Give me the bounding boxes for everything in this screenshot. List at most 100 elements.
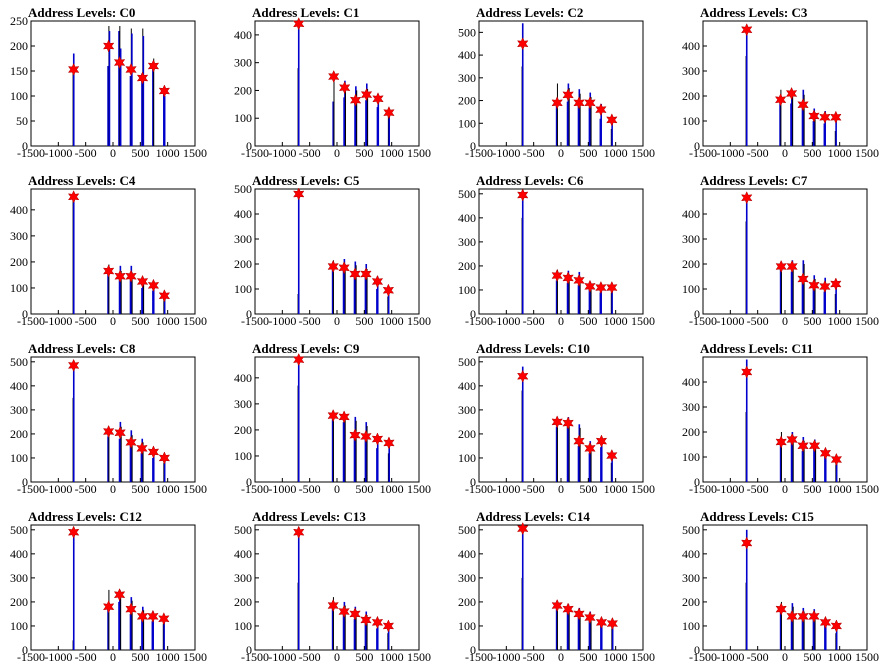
x-tick-label: -500 — [523, 650, 545, 664]
chart-svg: -1500 -1000 -500 0 500 1000 1500 0 100 200 300 400 — [682, 188, 879, 328]
y-tick-label: 300 — [458, 71, 476, 85]
star-marker — [797, 609, 809, 623]
bar — [119, 26, 121, 146]
plot-frame — [702, 524, 868, 651]
bar — [387, 289, 390, 314]
bar — [297, 527, 300, 650]
y-tick-label: 300 — [458, 403, 476, 417]
bar — [589, 92, 592, 146]
x-tick-label: 1500 — [183, 146, 207, 160]
bar — [152, 63, 154, 146]
star-marker — [158, 84, 171, 98]
star-marker — [595, 103, 607, 117]
chart-svg: -1500 -1000 -500 0 500 1000 1500 0 100 200 300 400 5… — [234, 182, 431, 328]
chart-title: Address Levels: C15 — [700, 509, 814, 524]
bar — [331, 266, 334, 314]
bar — [611, 118, 613, 146]
y-tick-label: 100 — [234, 282, 252, 296]
star-marker — [606, 448, 618, 463]
plot-frame — [478, 20, 644, 147]
y-tick-label: 400 — [10, 547, 28, 561]
bar — [577, 285, 580, 314]
star-marker — [775, 259, 787, 274]
x-tick-label: -500 — [299, 482, 321, 496]
bar — [365, 611, 368, 650]
y-tick-label: 500 — [682, 523, 700, 537]
chart-title: Address Levels: C10 — [476, 341, 590, 356]
y-tick-label: 100 — [458, 619, 476, 633]
star-marker — [349, 607, 361, 621]
bar — [366, 426, 368, 482]
x-tick-label: 500 — [131, 650, 149, 664]
bar — [344, 264, 346, 314]
bar — [377, 96, 380, 146]
bar — [813, 609, 816, 650]
bar — [779, 607, 782, 650]
x-tick-label: 1500 — [183, 482, 207, 496]
bar — [332, 414, 334, 482]
chart-title: Address Levels: C3 — [700, 5, 808, 20]
star-marker — [819, 615, 832, 629]
bar — [118, 274, 121, 314]
x-tick-label: -1000 — [268, 146, 296, 160]
x-tick-label: -500 — [523, 314, 545, 328]
bar — [143, 281, 145, 314]
bar — [813, 449, 815, 482]
x-tick-label: -1000 — [44, 146, 72, 160]
bar — [801, 108, 804, 146]
x-tick-label: 1500 — [407, 482, 431, 496]
bar — [791, 603, 794, 650]
x-tick-label: 500 — [131, 482, 149, 496]
bar — [163, 96, 166, 146]
star-marker — [786, 609, 798, 623]
x-tick-label: -500 — [299, 314, 321, 328]
chart-svg: -1500 -1000 -500 0 500 1000 1500 0 100 200 300 400 — [682, 356, 879, 496]
x-tick-label: -1000 — [492, 482, 520, 496]
y-tick-label: 300 — [682, 571, 700, 585]
x-tick-label: 1000 — [828, 146, 852, 160]
x-tick-label: 1000 — [604, 482, 628, 496]
star-marker — [67, 525, 80, 539]
x-tick-label: 1000 — [156, 482, 180, 496]
star-marker — [158, 289, 171, 303]
y-tick-label: 200 — [234, 83, 252, 97]
y-tick-label: 500 — [10, 355, 28, 369]
star-marker — [293, 187, 305, 201]
x-tick-label: 1000 — [604, 314, 628, 328]
bar — [343, 259, 346, 314]
bar — [599, 292, 602, 314]
x-tick-label: 0 — [110, 146, 116, 160]
y-tick-label: 100 — [234, 111, 252, 125]
bar — [387, 453, 389, 482]
star-marker — [584, 279, 596, 293]
x-tick-label: 1500 — [631, 314, 655, 328]
chart-title: Address Levels: C14 — [476, 509, 590, 524]
x-tick-label: -1000 — [492, 314, 520, 328]
y-tick-label: 300 — [234, 397, 252, 411]
bar — [790, 611, 793, 650]
x-tick-label: 500 — [803, 482, 821, 496]
y-tick-label: 150 — [10, 64, 28, 78]
y-tick-label: 500 — [234, 523, 252, 537]
chart-panel: Address Levels: C5 -1500 -1000 -500 0 500 1000… — [224, 168, 448, 336]
bar — [834, 294, 836, 314]
bar — [376, 618, 379, 650]
bar — [824, 111, 826, 146]
chart-svg: -1500 -1000 -500 0 500 1000 1500 0 100 200 300 400 5… — [682, 523, 879, 664]
bar — [566, 101, 569, 146]
y-tick-label: 200 — [10, 595, 28, 609]
x-tick-label: 500 — [131, 146, 149, 160]
bar — [812, 617, 815, 650]
bar — [344, 86, 346, 146]
plot-frame — [30, 20, 196, 147]
chart-panel: Address Levels: C11 -1500 -1000 -500 0 500 100… — [672, 336, 896, 504]
star-marker — [360, 429, 372, 444]
x-tick-label: 1000 — [604, 650, 628, 664]
y-tick-label: 400 — [458, 379, 476, 393]
chart-title: Address Levels: C12 — [28, 509, 142, 524]
bar — [745, 26, 748, 146]
star-marker — [383, 106, 395, 120]
y-tick-label: 0 — [470, 643, 476, 657]
chart-title: Address Levels: C7 — [700, 173, 808, 188]
y-tick-label: 100 — [682, 282, 700, 296]
